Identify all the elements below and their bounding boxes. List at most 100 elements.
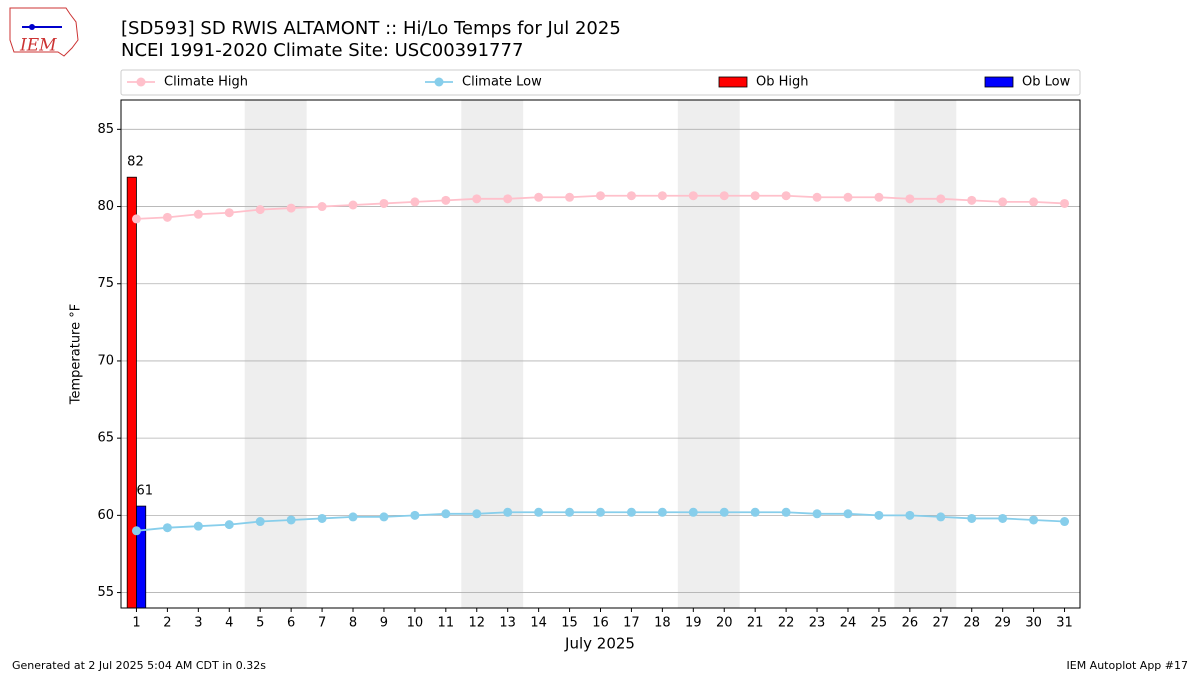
- point: [657, 507, 667, 517]
- x-tick-label: 9: [380, 616, 388, 631]
- y-tick-label: 55: [97, 585, 114, 600]
- chart-subtitle: NCEI 1991-2020 Climate Site: USC00391777: [121, 40, 523, 61]
- x-tick-label: 8: [349, 616, 357, 631]
- point: [565, 192, 575, 202]
- point: [874, 192, 884, 202]
- legend-marker: [434, 77, 444, 87]
- x-tick-label: 27: [933, 616, 950, 631]
- point: [410, 510, 420, 520]
- logo-outline: [9, 7, 79, 57]
- x-tick-label: 4: [225, 616, 233, 631]
- x-tick-label: 30: [1025, 616, 1042, 631]
- point: [905, 510, 915, 520]
- point: [565, 507, 575, 517]
- point: [534, 192, 544, 202]
- point: [441, 195, 451, 205]
- point: [936, 194, 946, 204]
- legend-label: Climate High: [164, 75, 248, 90]
- point: [781, 191, 791, 201]
- point: [1029, 515, 1039, 525]
- point: [131, 214, 141, 224]
- point: [162, 212, 172, 222]
- x-tick-label: 22: [778, 616, 795, 631]
- x-tick-label: 21: [747, 616, 764, 631]
- point: [1029, 197, 1039, 207]
- x-tick-label: 1: [132, 616, 140, 631]
- y-tick-label: 65: [97, 431, 114, 446]
- x-tick-label: 28: [963, 616, 980, 631]
- x-tick-label: 31: [1056, 616, 1073, 631]
- point: [967, 513, 977, 523]
- point: [905, 194, 915, 204]
- point: [317, 202, 327, 212]
- point: [719, 191, 729, 201]
- value-label: 82: [127, 155, 144, 170]
- point: [317, 513, 327, 523]
- x-tick-label: 6: [287, 616, 295, 631]
- x-tick-label: 17: [623, 616, 640, 631]
- point: [286, 203, 296, 213]
- point: [750, 191, 760, 201]
- x-tick-label: 26: [902, 616, 919, 631]
- point: [255, 205, 265, 215]
- point: [998, 197, 1008, 207]
- bar: [126, 176, 137, 609]
- value-label: 61: [136, 484, 153, 499]
- point: [688, 191, 698, 201]
- point: [193, 209, 203, 219]
- weekend-span: [461, 100, 524, 608]
- footer-left: Generated at 2 Jul 2025 5:04 AM CDT in 0…: [12, 659, 266, 672]
- x-tick-label: 25: [871, 616, 888, 631]
- point: [255, 517, 265, 527]
- x-tick-label: 19: [685, 616, 702, 631]
- point: [719, 507, 729, 517]
- legend-label: Ob High: [756, 75, 809, 90]
- y-tick-label: 60: [97, 508, 114, 523]
- point: [472, 509, 482, 519]
- x-tick-label: 13: [499, 616, 516, 631]
- point: [441, 509, 451, 519]
- x-tick-label: 14: [530, 616, 547, 631]
- point: [596, 191, 605, 201]
- point: [503, 194, 513, 204]
- x-tick-label: 20: [716, 616, 733, 631]
- legend-label: Climate Low: [462, 75, 542, 90]
- x-tick-label: 16: [592, 616, 609, 631]
- x-tick-label: 15: [561, 616, 578, 631]
- logo-dot: [29, 24, 35, 30]
- point: [626, 507, 636, 517]
- point: [1060, 198, 1070, 208]
- point: [348, 512, 358, 522]
- x-axis-label: July 2025: [564, 635, 635, 653]
- point: [967, 195, 977, 205]
- weekend-span: [677, 100, 740, 608]
- x-tick-label: 5: [256, 616, 264, 631]
- chart-title: [SD593] SD RWIS ALTAMONT :: Hi/Lo Temps …: [121, 18, 621, 39]
- point: [379, 512, 389, 522]
- bar: [136, 505, 147, 609]
- legend-box: [120, 69, 1081, 96]
- footer-right: IEM Autoplot App #17: [1067, 659, 1189, 672]
- x-tick-label: 18: [654, 616, 671, 631]
- point: [812, 509, 822, 519]
- x-tick-label: 10: [407, 616, 424, 631]
- point: [131, 526, 141, 536]
- point: [843, 509, 853, 519]
- weekend-span: [244, 100, 307, 608]
- plot-area: 82 61: [121, 100, 1080, 609]
- weekend-span: [894, 100, 957, 608]
- logo-text: IEM: [19, 36, 57, 56]
- legend-label: Ob Low: [1022, 75, 1071, 90]
- point: [193, 521, 203, 531]
- point: [410, 197, 420, 207]
- x-tick-label: 24: [840, 616, 857, 631]
- point: [874, 510, 884, 520]
- plot-frame: [120, 99, 1081, 609]
- y-tick-label: 80: [97, 199, 114, 214]
- point: [812, 192, 822, 202]
- point: [534, 507, 544, 517]
- x-tick-label: 11: [438, 616, 455, 631]
- x-tick-label: 29: [994, 616, 1011, 631]
